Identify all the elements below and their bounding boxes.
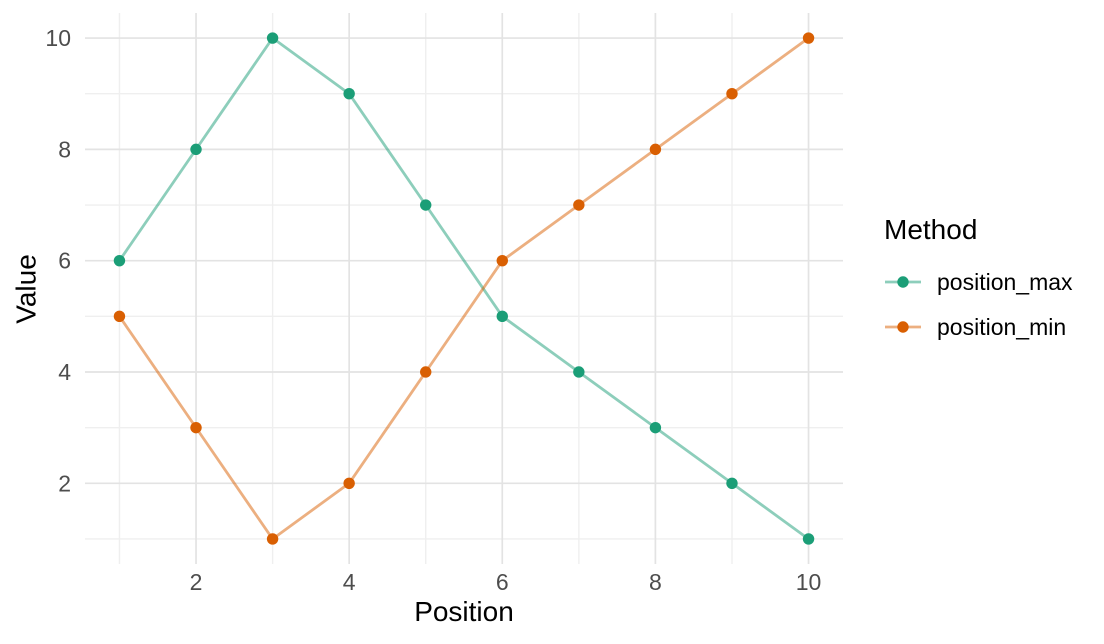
gridlines-minor bbox=[85, 13, 843, 564]
data-point bbox=[573, 366, 585, 378]
data-point bbox=[573, 199, 585, 211]
data-point bbox=[802, 533, 815, 545]
data-point bbox=[113, 254, 126, 267]
data-point bbox=[496, 310, 508, 323]
data-point bbox=[190, 143, 202, 156]
data-point bbox=[496, 254, 508, 267]
x-tick-label: 10 bbox=[796, 569, 822, 595]
data-point bbox=[190, 421, 202, 434]
x-tick-label: 2 bbox=[190, 569, 203, 595]
legend-key-icon bbox=[885, 276, 921, 288]
data-point bbox=[420, 199, 432, 211]
data-point bbox=[266, 533, 279, 545]
y-tick-label: 8 bbox=[58, 136, 71, 162]
x-axis-title: Position bbox=[414, 596, 514, 627]
data-point bbox=[343, 477, 355, 489]
y-axis-title: Value bbox=[10, 254, 42, 324]
series-line-position_max bbox=[118, 36, 810, 541]
legend-key-icon bbox=[885, 321, 921, 333]
data-point bbox=[649, 421, 662, 434]
x-tick-label: 8 bbox=[649, 569, 662, 595]
y-tick-label: 4 bbox=[58, 359, 71, 385]
y-tick-label: 10 bbox=[45, 25, 71, 51]
legend-item-label: position_min bbox=[937, 313, 1067, 340]
legend-key-point bbox=[897, 321, 909, 333]
x-tick-label: 4 bbox=[343, 569, 356, 595]
legend-item-position_max: position_max bbox=[884, 268, 1073, 296]
data-point bbox=[649, 143, 662, 156]
legend: Method position_max position_min bbox=[884, 214, 1073, 358]
series-line-position_min bbox=[118, 36, 810, 541]
series-points-position_max bbox=[113, 32, 815, 545]
y-axis-tick-labels: 2 4 6 8 10 bbox=[45, 25, 71, 496]
legend-title: Method bbox=[884, 214, 978, 245]
x-axis-tick-labels: 2 4 6 8 10 bbox=[190, 569, 822, 595]
data-point bbox=[266, 32, 279, 44]
y-tick-label: 6 bbox=[58, 248, 71, 274]
legend-item-label: position_max bbox=[937, 268, 1073, 295]
data-point bbox=[420, 366, 432, 378]
series-points-position_min bbox=[113, 32, 815, 545]
legend-item-position_min: position_min bbox=[884, 313, 1073, 341]
legend-items: position_max position_min bbox=[884, 268, 1073, 341]
data-point bbox=[726, 88, 738, 100]
x-tick-label: 6 bbox=[496, 569, 509, 595]
y-tick-label: 2 bbox=[58, 470, 71, 496]
data-point bbox=[726, 477, 738, 489]
data-point bbox=[343, 88, 355, 100]
legend-key-point bbox=[897, 276, 909, 288]
data-point bbox=[113, 310, 126, 323]
data-point bbox=[802, 32, 815, 44]
